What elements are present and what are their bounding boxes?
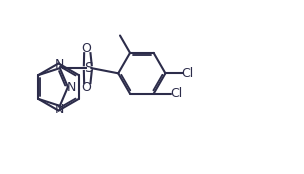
Text: Cl: Cl <box>170 87 182 100</box>
Text: O: O <box>81 81 91 94</box>
Text: O: O <box>81 42 91 55</box>
Text: Cl: Cl <box>182 67 194 80</box>
Text: N: N <box>55 103 64 116</box>
Text: N: N <box>55 58 64 71</box>
Text: S: S <box>84 61 93 75</box>
Text: N: N <box>67 81 77 93</box>
